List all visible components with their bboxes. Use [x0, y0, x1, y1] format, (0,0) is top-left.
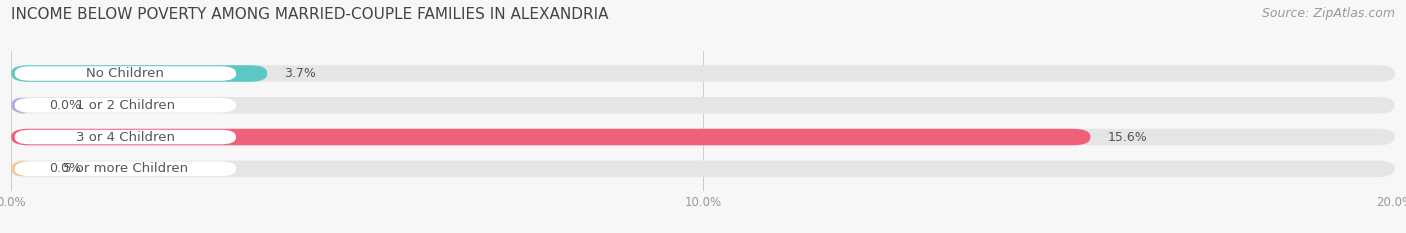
Text: No Children: No Children	[86, 67, 165, 80]
Text: Source: ZipAtlas.com: Source: ZipAtlas.com	[1261, 7, 1395, 20]
Text: 5 or more Children: 5 or more Children	[63, 162, 188, 175]
FancyBboxPatch shape	[11, 97, 32, 113]
FancyBboxPatch shape	[11, 129, 1395, 145]
Text: INCOME BELOW POVERTY AMONG MARRIED-COUPLE FAMILIES IN ALEXANDRIA: INCOME BELOW POVERTY AMONG MARRIED-COUPL…	[11, 7, 609, 22]
FancyBboxPatch shape	[11, 65, 267, 82]
FancyBboxPatch shape	[11, 161, 32, 177]
FancyBboxPatch shape	[11, 97, 1395, 113]
Text: 15.6%: 15.6%	[1108, 130, 1147, 144]
Text: 0.0%: 0.0%	[49, 99, 82, 112]
Text: 0.0%: 0.0%	[49, 162, 82, 175]
FancyBboxPatch shape	[11, 161, 1395, 177]
Text: 1 or 2 Children: 1 or 2 Children	[76, 99, 174, 112]
FancyBboxPatch shape	[14, 161, 236, 176]
FancyBboxPatch shape	[11, 65, 1395, 82]
Text: 3.7%: 3.7%	[284, 67, 316, 80]
FancyBboxPatch shape	[14, 98, 236, 113]
FancyBboxPatch shape	[14, 130, 236, 144]
FancyBboxPatch shape	[14, 66, 236, 81]
Text: 3 or 4 Children: 3 or 4 Children	[76, 130, 174, 144]
FancyBboxPatch shape	[11, 129, 1091, 145]
